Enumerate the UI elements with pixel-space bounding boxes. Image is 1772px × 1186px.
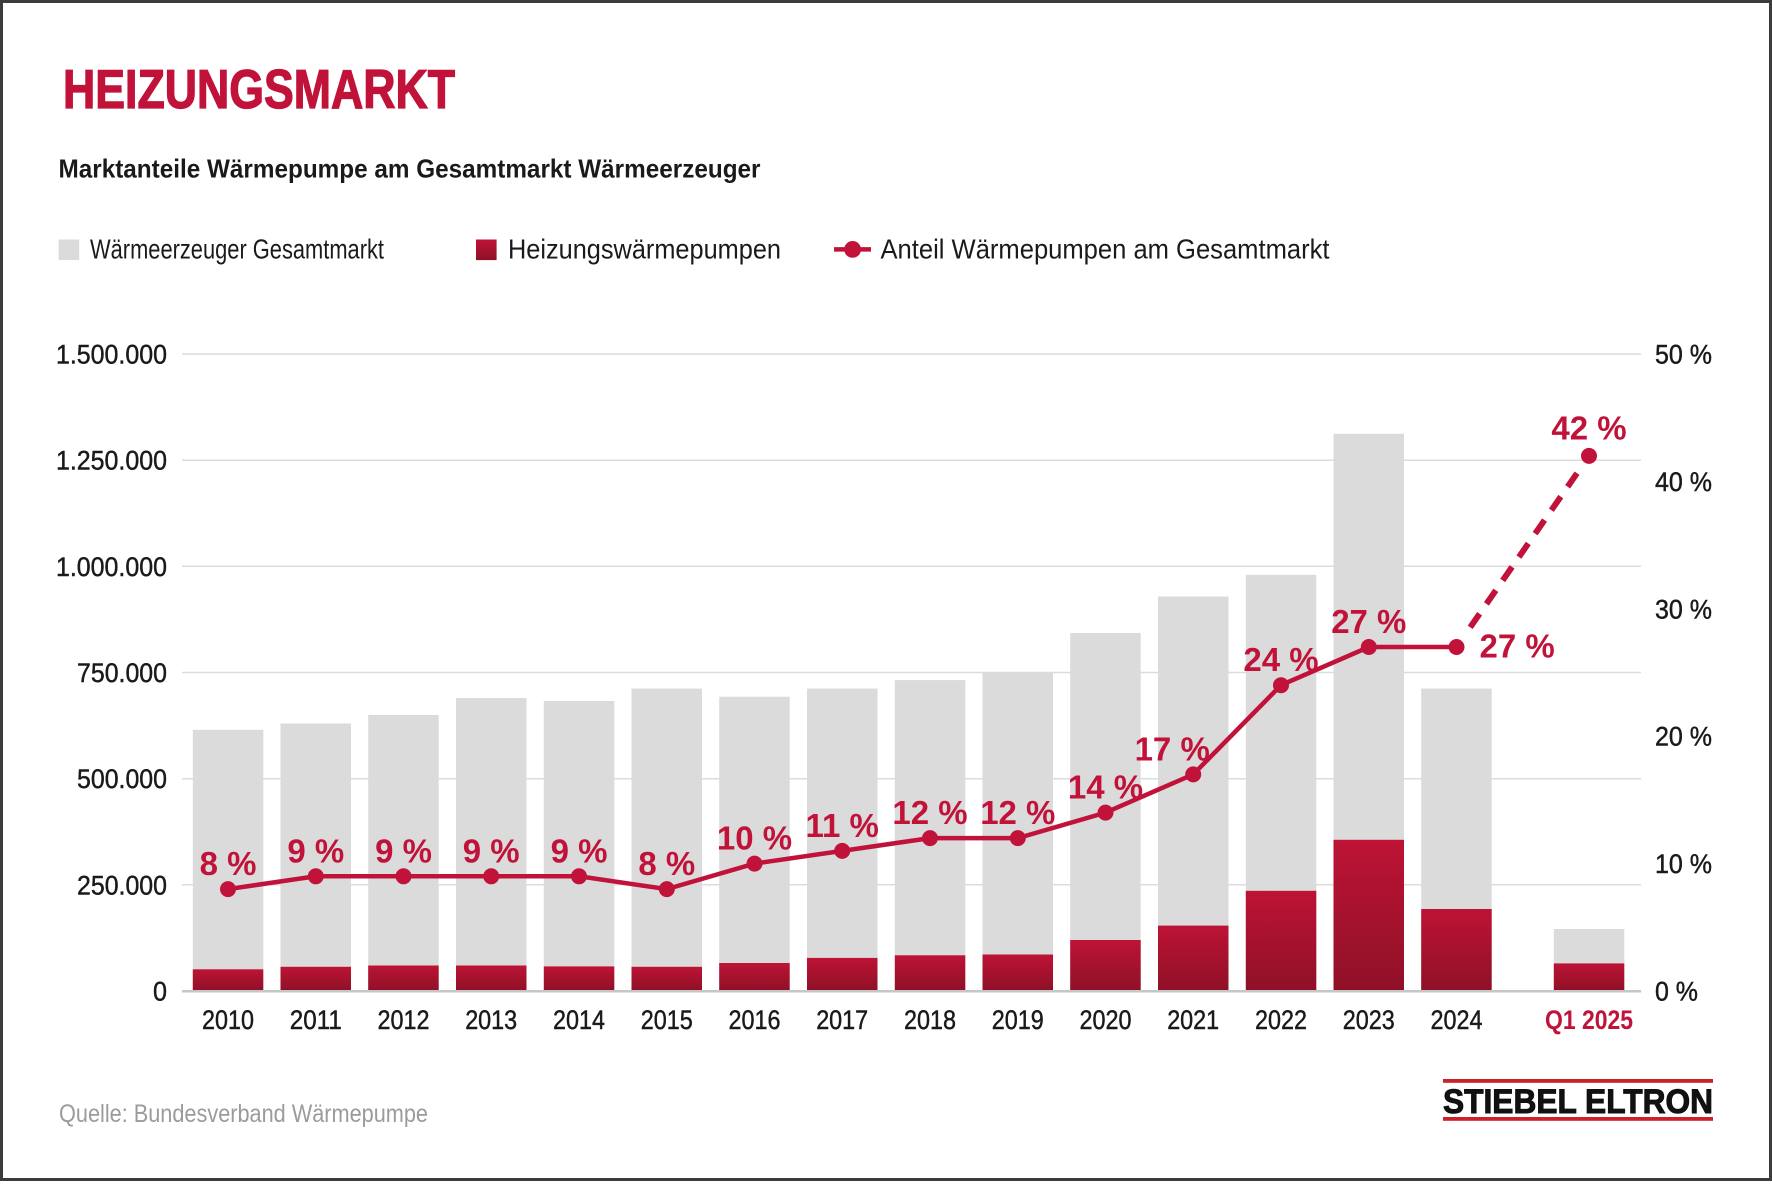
svg-text:9 %: 9 % <box>551 832 608 869</box>
svg-text:12 %: 12 % <box>980 794 1055 831</box>
svg-text:2020: 2020 <box>1080 1005 1132 1035</box>
svg-text:14 %: 14 % <box>1068 769 1143 806</box>
svg-text:2016: 2016 <box>729 1005 781 1035</box>
svg-text:250.000: 250.000 <box>77 870 167 900</box>
svg-text:9 %: 9 % <box>463 832 520 869</box>
svg-text:27 %: 27 % <box>1480 628 1555 665</box>
svg-text:12 %: 12 % <box>892 794 967 831</box>
svg-text:17 %: 17 % <box>1135 730 1210 767</box>
svg-text:2023: 2023 <box>1343 1005 1395 1035</box>
svg-text:Anteil Wärmepumpen am Gesamtma: Anteil Wärmepumpen am Gesamtmarkt <box>881 234 1330 265</box>
svg-text:STIEBEL ELTRON: STIEBEL ELTRON <box>1443 1083 1713 1121</box>
svg-text:2019: 2019 <box>992 1005 1044 1035</box>
svg-text:2024: 2024 <box>1431 1005 1483 1035</box>
svg-text:2010: 2010 <box>202 1005 254 1035</box>
svg-text:1.500.000: 1.500.000 <box>56 340 167 370</box>
svg-text:2021: 2021 <box>1167 1005 1219 1035</box>
svg-text:2017: 2017 <box>816 1005 868 1035</box>
svg-text:Q1 2025: Q1 2025 <box>1545 1005 1633 1035</box>
svg-text:24 %: 24 % <box>1243 641 1318 678</box>
svg-text:9 %: 9 % <box>287 832 344 869</box>
svg-text:HEIZUNGSMARKT: HEIZUNGSMARKT <box>63 58 455 120</box>
svg-text:0: 0 <box>153 977 167 1007</box>
svg-text:Wärmeerzeuger Gesamtmarkt: Wärmeerzeuger Gesamtmarkt <box>90 234 384 265</box>
svg-text:11 %: 11 % <box>805 807 878 844</box>
svg-text:Heizungswärmepumpen: Heizungswärmepumpen <box>508 234 781 265</box>
svg-text:42 %: 42 % <box>1551 409 1626 446</box>
svg-text:10 %: 10 % <box>717 820 792 857</box>
svg-text:2015: 2015 <box>641 1005 693 1035</box>
svg-text:8 %: 8 % <box>200 845 257 882</box>
svg-text:2011: 2011 <box>290 1005 342 1035</box>
svg-text:2012: 2012 <box>378 1005 430 1035</box>
svg-text:Marktanteile Wärmepumpe am Ges: Marktanteile Wärmepumpe am Gesamtmarkt W… <box>59 154 761 184</box>
svg-text:1.000.000: 1.000.000 <box>56 552 167 582</box>
svg-text:10 %: 10 % <box>1655 849 1712 879</box>
svg-text:750.000: 750.000 <box>77 658 167 688</box>
svg-text:2022: 2022 <box>1255 1005 1307 1035</box>
svg-text:40 %: 40 % <box>1655 467 1712 497</box>
svg-text:2013: 2013 <box>465 1005 517 1035</box>
svg-text:Quelle: Bundesverband Wärmepum: Quelle: Bundesverband Wärmepumpe <box>59 1100 428 1128</box>
svg-text:2014: 2014 <box>553 1005 605 1035</box>
svg-text:2018: 2018 <box>904 1005 956 1035</box>
svg-text:0 %: 0 % <box>1655 977 1698 1007</box>
svg-text:1.250.000: 1.250.000 <box>56 446 167 476</box>
svg-text:50 %: 50 % <box>1655 340 1712 370</box>
svg-text:9 %: 9 % <box>375 832 432 869</box>
svg-text:27 %: 27 % <box>1331 603 1406 640</box>
svg-text:30 %: 30 % <box>1655 594 1712 624</box>
svg-text:20 %: 20 % <box>1655 722 1712 752</box>
svg-text:8 %: 8 % <box>638 845 695 882</box>
svg-text:500.000: 500.000 <box>77 764 167 794</box>
